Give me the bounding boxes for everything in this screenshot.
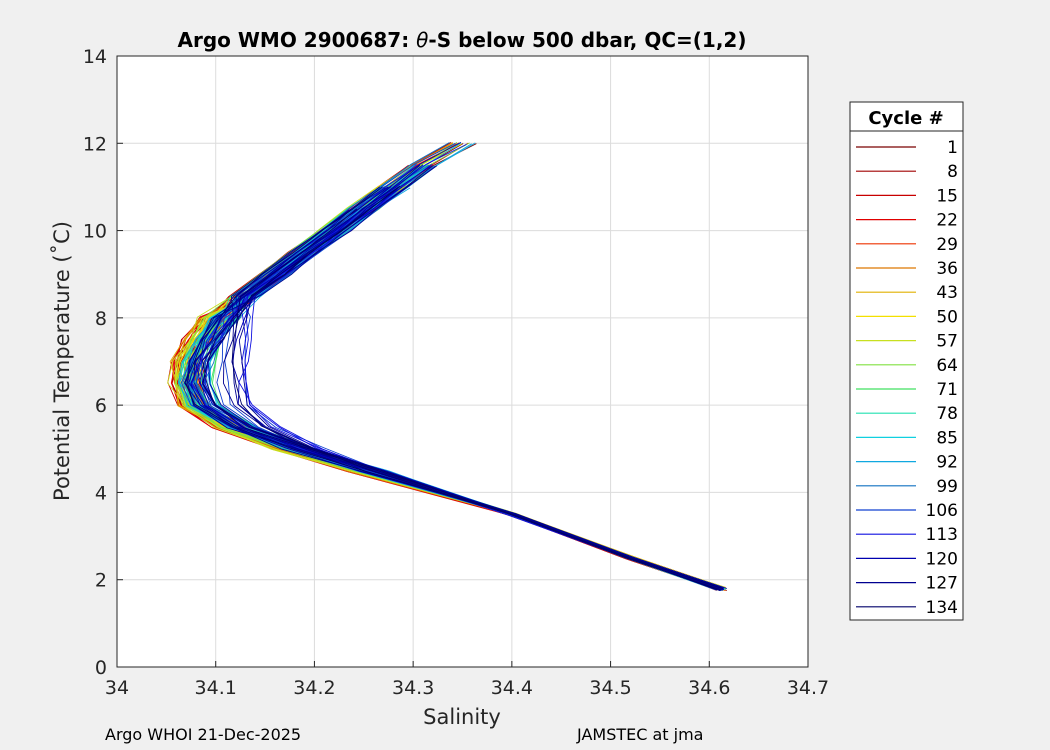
legend-entry-label: 120 — [926, 549, 958, 569]
x-tick-label: 34.5 — [589, 677, 631, 699]
legend-entry-label: 127 — [926, 574, 958, 594]
legend-entry-label: 85 — [936, 428, 958, 448]
x-tick-label: 34.1 — [195, 677, 237, 699]
x-tick-label: 34.7 — [787, 677, 829, 699]
legend-entry-label: 71 — [936, 380, 958, 400]
legend-entry-label: 1 — [947, 138, 958, 158]
legend-entry-label: 134 — [926, 598, 958, 618]
y-tick-label: 12 — [83, 133, 107, 155]
y-tick-label: 0 — [95, 657, 107, 679]
y-axis-label: Potential Temperature (˚C) — [50, 221, 74, 501]
footer-left: Argo WHOI 21-Dec-2025 — [105, 725, 302, 744]
legend-entry-label: 106 — [926, 501, 958, 521]
x-axis-label: Salinity — [423, 705, 501, 729]
legend-entry-label: 8 — [947, 162, 958, 182]
legend-entry-label: 29 — [936, 235, 958, 255]
legend-entry-label: 64 — [936, 356, 958, 376]
x-tick-label: 34.2 — [293, 677, 335, 699]
y-tick-label: 4 — [95, 482, 107, 504]
legend-items: 1 8 15 22 29 36 43 50 57 64 71 78 85 92 99 106 113 120 127… — [856, 138, 958, 618]
legend-entry-label: 43 — [936, 283, 958, 303]
legend-entry-label: 22 — [936, 211, 958, 231]
legend-entry-label: 113 — [926, 525, 958, 545]
x-tick-label: 34.3 — [392, 677, 434, 699]
legend: Cycle # 18152229364350576471788592991061… — [849, 101, 964, 621]
cycle-profile-line — [199, 164, 722, 591]
legend-entry-label: 99 — [936, 477, 958, 497]
chart-title: Argo WMO 2900687: θ-S below 500 dbar, QC… — [178, 28, 747, 52]
x-tick-labels: 34 34.1 34.2 34.3 34.4 34.5 34.6 34.7 — [105, 677, 829, 699]
y-tick-labels: 0 2 4 6 8 10 12 14 — [83, 46, 107, 679]
x-tick-label: 34.6 — [688, 677, 730, 699]
x-tick-label: 34.4 — [491, 677, 533, 699]
y-tick-label: 10 — [83, 221, 107, 243]
series-lines — [167, 142, 728, 592]
x-tick-label: 34 — [105, 677, 129, 699]
legend-entry-label: 36 — [936, 259, 958, 279]
legend-entry-label: 50 — [936, 307, 958, 327]
grid-lines — [116, 55, 809, 668]
legend-entry-label: 15 — [936, 186, 958, 206]
legend-entry-label: 57 — [936, 332, 958, 352]
legend-entry-label: 92 — [936, 453, 958, 473]
y-tick-label: 2 — [95, 570, 107, 592]
cycle-profile-line — [184, 186, 721, 591]
legend-title: Cycle # — [868, 108, 943, 129]
cycle-profile-line — [186, 165, 721, 591]
cycle-profile-line — [202, 208, 724, 590]
cycle-profile-line — [231, 185, 716, 589]
plot-area — [117, 56, 808, 667]
legend-entry-label: 78 — [936, 404, 958, 424]
y-tick-label: 14 — [83, 46, 107, 68]
footer-right: JAMSTEC at jma — [577, 725, 704, 744]
plot-frame — [116, 55, 809, 668]
y-tick-label: 8 — [95, 308, 107, 330]
y-tick-label: 6 — [95, 395, 107, 417]
